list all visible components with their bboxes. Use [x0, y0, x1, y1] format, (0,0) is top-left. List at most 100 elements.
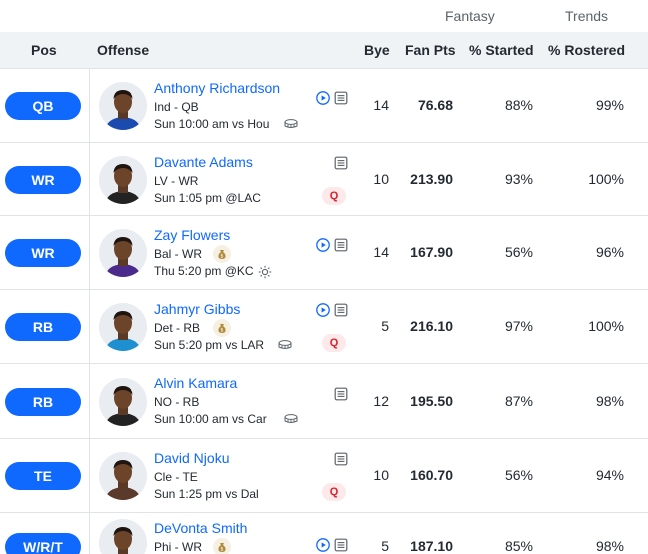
game-info: Sun 1:25 pm vs Dal: [154, 487, 259, 501]
player-notes-icon[interactable]: [334, 91, 348, 105]
position-button[interactable]: WR: [5, 166, 81, 194]
game-info: Sun 10:00 am vs Hou: [154, 117, 270, 131]
stadium-icon: [284, 413, 298, 425]
position-cell: WR: [0, 143, 90, 215]
col-header-offense[interactable]: Offense: [97, 42, 150, 58]
col-header-pos[interactable]: Pos: [31, 42, 57, 58]
percent-started-value: 85%: [504, 538, 533, 554]
game-info: Thu 5:20 pm @KC: [154, 264, 254, 278]
fantasy-points-value: 167.90: [410, 244, 453, 260]
percent-rostered-value: 96%: [595, 244, 624, 260]
bye-week-value: 5: [381, 538, 389, 554]
player-name-link[interactable]: Alvin Kamara: [154, 375, 238, 391]
video-play-icon[interactable]: [316, 91, 330, 105]
player-avatar[interactable]: [99, 156, 147, 204]
player-name-link[interactable]: Zay Flowers: [154, 227, 231, 243]
player-name-link[interactable]: DeVonta Smith: [154, 520, 248, 536]
position-button[interactable]: W/R/T: [5, 533, 81, 554]
table-row: TE David Njoku Cle - TE Sun 1:25 pm vs Dal Q…: [0, 439, 648, 513]
player-team-position: Ind - QB: [154, 100, 199, 114]
position-button[interactable]: WR: [5, 239, 81, 267]
stadium-icon: [284, 118, 298, 130]
fantasy-points-value: 195.50: [410, 393, 453, 409]
player-avatar[interactable]: [99, 229, 147, 277]
game-info: Sun 1:05 pm @LAC: [154, 191, 261, 205]
game-info: Sun 5:20 pm vs LAR: [154, 338, 265, 352]
bye-week-value: 14: [373, 244, 389, 260]
fantasy-points-value: 213.90: [410, 171, 453, 187]
table-row: QB Anthony Richardson Ind - QB Sun 10:00 am…: [0, 69, 648, 143]
player-avatar[interactable]: [99, 452, 147, 500]
injury-status-badge[interactable]: Q: [322, 187, 346, 205]
player-notes-icon[interactable]: [334, 387, 348, 401]
fantasy-points-value: 160.70: [410, 467, 453, 483]
percent-rostered-value: 98%: [595, 538, 624, 554]
position-button[interactable]: QB: [5, 92, 81, 120]
player-name-link[interactable]: David Njoku: [154, 450, 230, 466]
player-avatar[interactable]: [99, 303, 147, 351]
game-info: Sun 10:00 am vs Car: [154, 412, 267, 426]
bye-week-value: 5: [381, 318, 389, 334]
bye-week-value: 14: [373, 97, 389, 113]
position-cell: RB: [0, 364, 90, 438]
svg-text:$: $: [220, 327, 223, 333]
player-team-position: NO - RB: [154, 395, 200, 409]
fantasy-points-value: 216.10: [410, 318, 453, 334]
percent-rostered-value: 100%: [588, 318, 624, 334]
percent-started-value: 87%: [504, 393, 533, 409]
group-header-row: Fantasy Trends: [0, 0, 648, 32]
player-notes-icon[interactable]: [334, 303, 348, 317]
player-team-position: Det - RB: [154, 321, 201, 335]
position-cell: QB: [0, 69, 90, 142]
injury-status-badge[interactable]: Q: [322, 334, 346, 352]
sun-icon: [258, 265, 272, 279]
money-bag-icon: $: [213, 245, 231, 263]
video-play-icon[interactable]: [316, 238, 330, 252]
percent-rostered-value: 98%: [595, 393, 624, 409]
player-name-link[interactable]: Jahmyr Gibbs: [154, 301, 241, 317]
col-header-bye[interactable]: Bye: [364, 42, 390, 58]
player-notes-icon[interactable]: [334, 538, 348, 552]
position-button[interactable]: RB: [5, 388, 81, 416]
fantasy-points-value: 76.68: [417, 97, 453, 113]
player-team-position: LV - WR: [154, 174, 199, 188]
percent-rostered-value: 99%: [595, 97, 624, 113]
col-header-pct-rostered[interactable]: % Rostered: [548, 42, 626, 58]
player-avatar[interactable]: [99, 82, 147, 130]
position-button[interactable]: RB: [5, 313, 81, 341]
position-cell: WR: [0, 216, 90, 289]
player-avatar[interactable]: [99, 378, 147, 426]
percent-rostered-value: 94%: [595, 467, 624, 483]
col-header-pct-started[interactable]: % Started: [469, 42, 534, 58]
player-avatar[interactable]: [99, 519, 147, 554]
player-notes-icon[interactable]: [334, 238, 348, 252]
table-row: RB Jahmyr Gibbs Det - RB $ Sun 5:20 pm vs LA…: [0, 290, 648, 364]
player-notes-icon[interactable]: [334, 452, 348, 466]
percent-rostered-value: 100%: [588, 171, 624, 187]
column-header-row: Pos Offense Bye Fan Pts % Started % Rost…: [0, 32, 648, 69]
player-notes-icon[interactable]: [334, 156, 348, 170]
svg-text:$: $: [220, 546, 223, 552]
bye-week-value: 12: [373, 393, 389, 409]
group-label-trends: Trends: [565, 8, 609, 24]
table-row: W/R/T DeVonta Smith Phi - WR $5 187.10 85% 98%: [0, 513, 648, 554]
position-cell: RB: [0, 290, 90, 363]
player-name-link[interactable]: Davante Adams: [154, 154, 253, 170]
injury-status-badge[interactable]: Q: [322, 483, 346, 501]
money-bag-icon: $: [213, 538, 231, 554]
table-row: WR Zay Flowers Bal - WR $ Thu 5:20 pm @KC 14 1…: [0, 216, 648, 290]
bye-week-value: 10: [373, 171, 389, 187]
position-button[interactable]: TE: [5, 462, 81, 490]
group-label-fantasy: Fantasy: [445, 8, 495, 24]
money-bag-icon: $: [213, 319, 231, 337]
percent-started-value: 93%: [504, 171, 533, 187]
percent-started-value: 56%: [504, 244, 533, 260]
fantasy-points-value: 187.10: [410, 538, 453, 554]
player-name-link[interactable]: Anthony Richardson: [154, 80, 281, 96]
player-team-position: Bal - WR: [154, 247, 202, 261]
percent-started-value: 88%: [504, 97, 533, 113]
col-header-fan-pts[interactable]: Fan Pts: [405, 42, 456, 58]
video-play-icon[interactable]: [316, 303, 330, 317]
video-play-icon[interactable]: [316, 538, 330, 552]
player-team-position: Phi - WR: [154, 540, 202, 554]
